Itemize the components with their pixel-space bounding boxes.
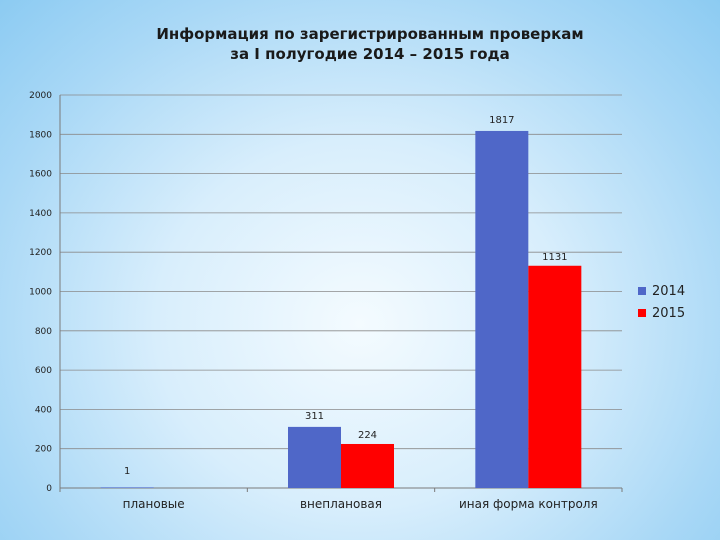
y-tick-label-200: 200 [35, 445, 52, 455]
x-tick-label-0: плановые [123, 497, 185, 511]
y-tick-label-1400: 1400 [29, 209, 52, 219]
legend-swatch-2014 [638, 287, 646, 295]
legend-swatch-2015 [638, 309, 646, 317]
bar-2015-2 [528, 265, 582, 488]
x-tick-label-2: иная форма контроля [459, 497, 598, 511]
legend-label-2015: 2015 [652, 305, 686, 321]
legend-item-2015: 2015 [638, 302, 685, 324]
data-label-1: 311 [305, 411, 324, 422]
bar-2014-0 [100, 487, 154, 488]
chart-title: Информация по зарегистрированным проверк… [120, 24, 620, 64]
chart-title-line-2: за I полугодие 2014 – 2015 года [230, 45, 510, 63]
bar-2015-1 [341, 443, 394, 488]
bar-2014-1 [288, 426, 341, 488]
bar-2014-2 [475, 130, 529, 488]
y-tick-label-2000: 2000 [29, 91, 52, 101]
y-tick-label-1800: 1800 [29, 130, 52, 140]
data-label-2: 224 [358, 430, 377, 441]
y-tick-label-600: 600 [35, 366, 52, 376]
data-label-0: 1 [124, 466, 130, 477]
y-tick-label-1600: 1600 [29, 170, 52, 180]
y-tick-label-1000: 1000 [29, 288, 52, 298]
chart-legend: 2014 2015 [638, 280, 685, 324]
data-label-4: 1131 [542, 252, 567, 263]
y-tick-label-0: 0 [46, 484, 52, 494]
y-tick-label-1200: 1200 [29, 248, 52, 258]
chart-title-line-1: Информация по зарегистрированным проверк… [156, 25, 584, 43]
legend-item-2014: 2014 [638, 280, 685, 302]
y-tick-label-400: 400 [35, 405, 52, 415]
legend-label-2014: 2014 [652, 283, 686, 299]
y-tick-label-800: 800 [35, 327, 52, 337]
x-tick-label-1: внеплановая [300, 497, 382, 511]
data-label-3: 1817 [489, 115, 514, 126]
